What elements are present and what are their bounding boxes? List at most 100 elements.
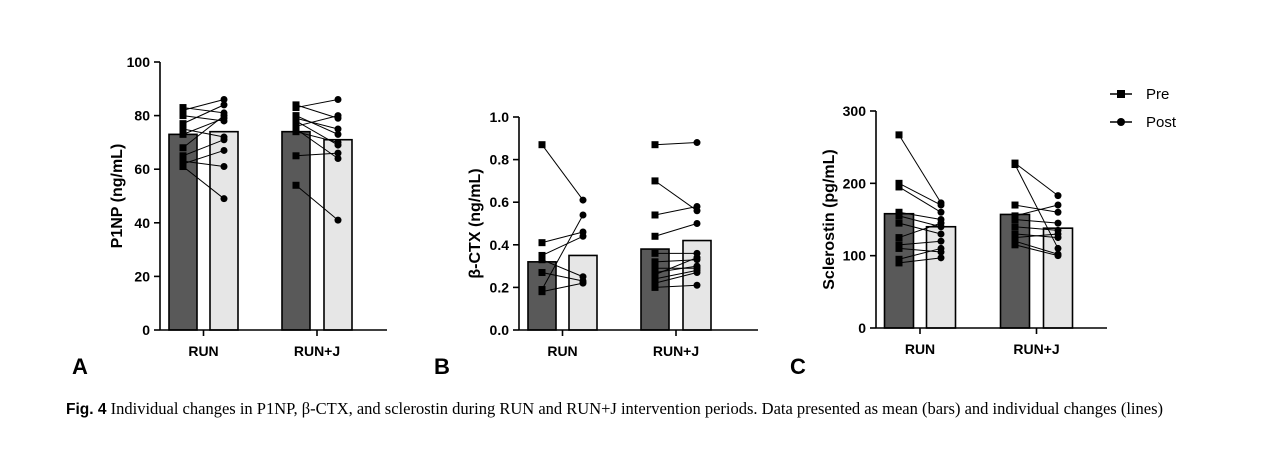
pair-line bbox=[654, 284, 698, 288]
pre-point bbox=[292, 104, 300, 112]
y-tick-label: 0 bbox=[142, 322, 150, 338]
pre-point bbox=[651, 249, 659, 257]
pair-line bbox=[654, 142, 698, 146]
pre-point bbox=[1011, 216, 1019, 223]
post-point bbox=[334, 149, 342, 157]
pre-point bbox=[179, 144, 187, 152]
y-tick-label: 0.4 bbox=[490, 237, 510, 253]
pre-point bbox=[651, 271, 659, 279]
post-point bbox=[220, 101, 228, 109]
post-point bbox=[334, 130, 342, 138]
pair-line bbox=[541, 259, 584, 278]
pre-point bbox=[1011, 230, 1019, 238]
x-tick-label: RUN+J bbox=[653, 343, 699, 359]
pre-point bbox=[651, 232, 659, 240]
pair-line bbox=[295, 131, 339, 143]
pair-line bbox=[1014, 204, 1059, 217]
y-tick-label: 300 bbox=[843, 103, 867, 119]
pair-line bbox=[541, 282, 584, 293]
pre-point bbox=[895, 131, 903, 139]
pair-line bbox=[898, 222, 942, 235]
pair-line bbox=[898, 215, 942, 228]
panel-label-c: C bbox=[790, 354, 806, 379]
y-tick-label: 0.0 bbox=[490, 322, 510, 338]
pair-line bbox=[1014, 204, 1059, 213]
pre-point bbox=[292, 128, 300, 136]
post-point bbox=[937, 244, 945, 252]
bar-post-run-plus-j bbox=[323, 138, 353, 331]
pair-line bbox=[182, 99, 225, 111]
pre-point bbox=[895, 208, 903, 216]
x-tick-label: RUN bbox=[905, 341, 935, 357]
pre-point bbox=[179, 130, 187, 138]
pre-point bbox=[538, 288, 546, 296]
pre-point bbox=[1011, 237, 1019, 245]
post-point bbox=[1054, 208, 1062, 216]
pair-line bbox=[541, 235, 584, 256]
panel-label-b: B bbox=[434, 354, 450, 379]
y-tick-label: 20 bbox=[134, 268, 150, 284]
legend-pre-label: Pre bbox=[1146, 86, 1169, 103]
pair-line bbox=[654, 257, 698, 276]
pre-point bbox=[292, 181, 300, 189]
post-point bbox=[334, 125, 342, 133]
pair-line bbox=[182, 139, 225, 157]
post-point bbox=[334, 96, 342, 104]
legend-pre-marker bbox=[1117, 90, 1125, 98]
chart-panel-c: 0 100 200 300 RUN RUN+J Sclerostin (pg/mL) bbox=[821, 103, 1107, 357]
y-axis-label: P1NP (ng/mL) bbox=[109, 144, 126, 249]
pair-line bbox=[182, 128, 225, 138]
pair-line bbox=[295, 99, 339, 109]
post-point bbox=[1054, 201, 1062, 209]
pair-line bbox=[541, 214, 584, 290]
pre-point bbox=[538, 239, 546, 247]
post-point bbox=[579, 196, 587, 204]
x-tick-label: RUN bbox=[188, 343, 218, 359]
pre-point bbox=[895, 183, 903, 191]
x-tick-label: RUN+J bbox=[294, 343, 340, 359]
pair-line bbox=[541, 272, 584, 282]
post-point bbox=[334, 154, 342, 162]
pair-line bbox=[295, 115, 339, 135]
pair-line bbox=[898, 211, 942, 220]
pair-line bbox=[898, 257, 942, 264]
y-tick-label: 60 bbox=[134, 161, 150, 177]
bar-pre-run-plus-j bbox=[281, 130, 311, 331]
post-point bbox=[334, 138, 342, 146]
pre-point bbox=[1011, 201, 1019, 209]
pre-point bbox=[1011, 161, 1019, 169]
post-point bbox=[334, 216, 342, 224]
pre-point bbox=[179, 125, 187, 133]
post-point bbox=[1054, 219, 1062, 227]
pair-line bbox=[295, 184, 339, 221]
pair-line bbox=[1014, 162, 1059, 197]
y-tick-label: 1.0 bbox=[490, 109, 510, 125]
pair-line bbox=[1014, 233, 1059, 239]
post-point bbox=[937, 254, 945, 262]
pre-point bbox=[292, 152, 300, 160]
pre-point bbox=[895, 219, 903, 227]
pair-line bbox=[654, 269, 698, 280]
pre-point bbox=[895, 234, 903, 242]
post-point bbox=[693, 254, 701, 262]
pair-line bbox=[295, 152, 339, 157]
pair-line bbox=[898, 222, 942, 239]
y-axis-label: Sclerostin (pg/mL) bbox=[821, 149, 838, 289]
post-point bbox=[1054, 192, 1062, 200]
post-point bbox=[579, 279, 587, 287]
pair-line bbox=[654, 205, 698, 216]
pre-point bbox=[179, 106, 187, 114]
post-point bbox=[220, 195, 228, 203]
pair-line bbox=[295, 117, 339, 130]
pre-point bbox=[538, 268, 546, 276]
pre-point bbox=[179, 163, 187, 171]
y-tick-label: 0.6 bbox=[490, 194, 510, 210]
y-axis-label: β-CTX (ng/mL) bbox=[467, 168, 484, 278]
y-tick-label: 0.8 bbox=[490, 152, 510, 168]
post-point bbox=[1054, 244, 1062, 252]
post-point bbox=[693, 139, 701, 147]
y-tick-label: 100 bbox=[127, 54, 151, 70]
pre-point bbox=[895, 241, 903, 249]
pre-point bbox=[651, 264, 659, 272]
pre-point bbox=[1011, 234, 1019, 242]
